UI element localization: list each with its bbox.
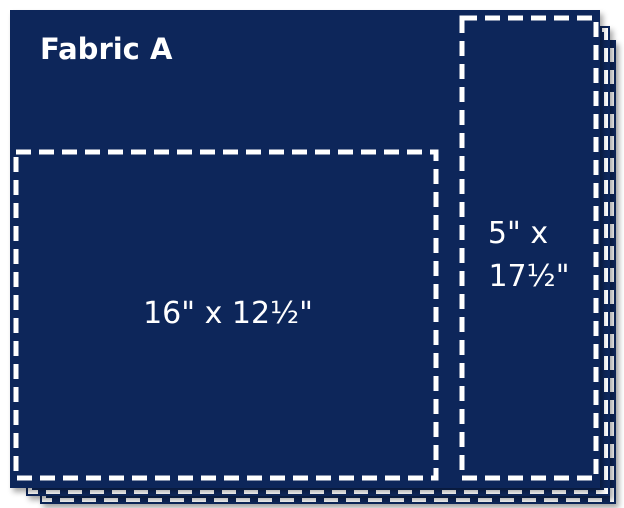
cut-label-strip-line2: 17½" — [488, 259, 569, 294]
cut-piece-strip — [459, 15, 599, 481]
fabric-a-panel — [10, 10, 600, 488]
fabric-title: Fabric A — [40, 32, 173, 66]
cut-label-strip-line1: 5" x — [488, 216, 548, 251]
cut-label-large: 16" x 12½" — [143, 296, 313, 331]
cut-piece-large — [13, 149, 439, 481]
